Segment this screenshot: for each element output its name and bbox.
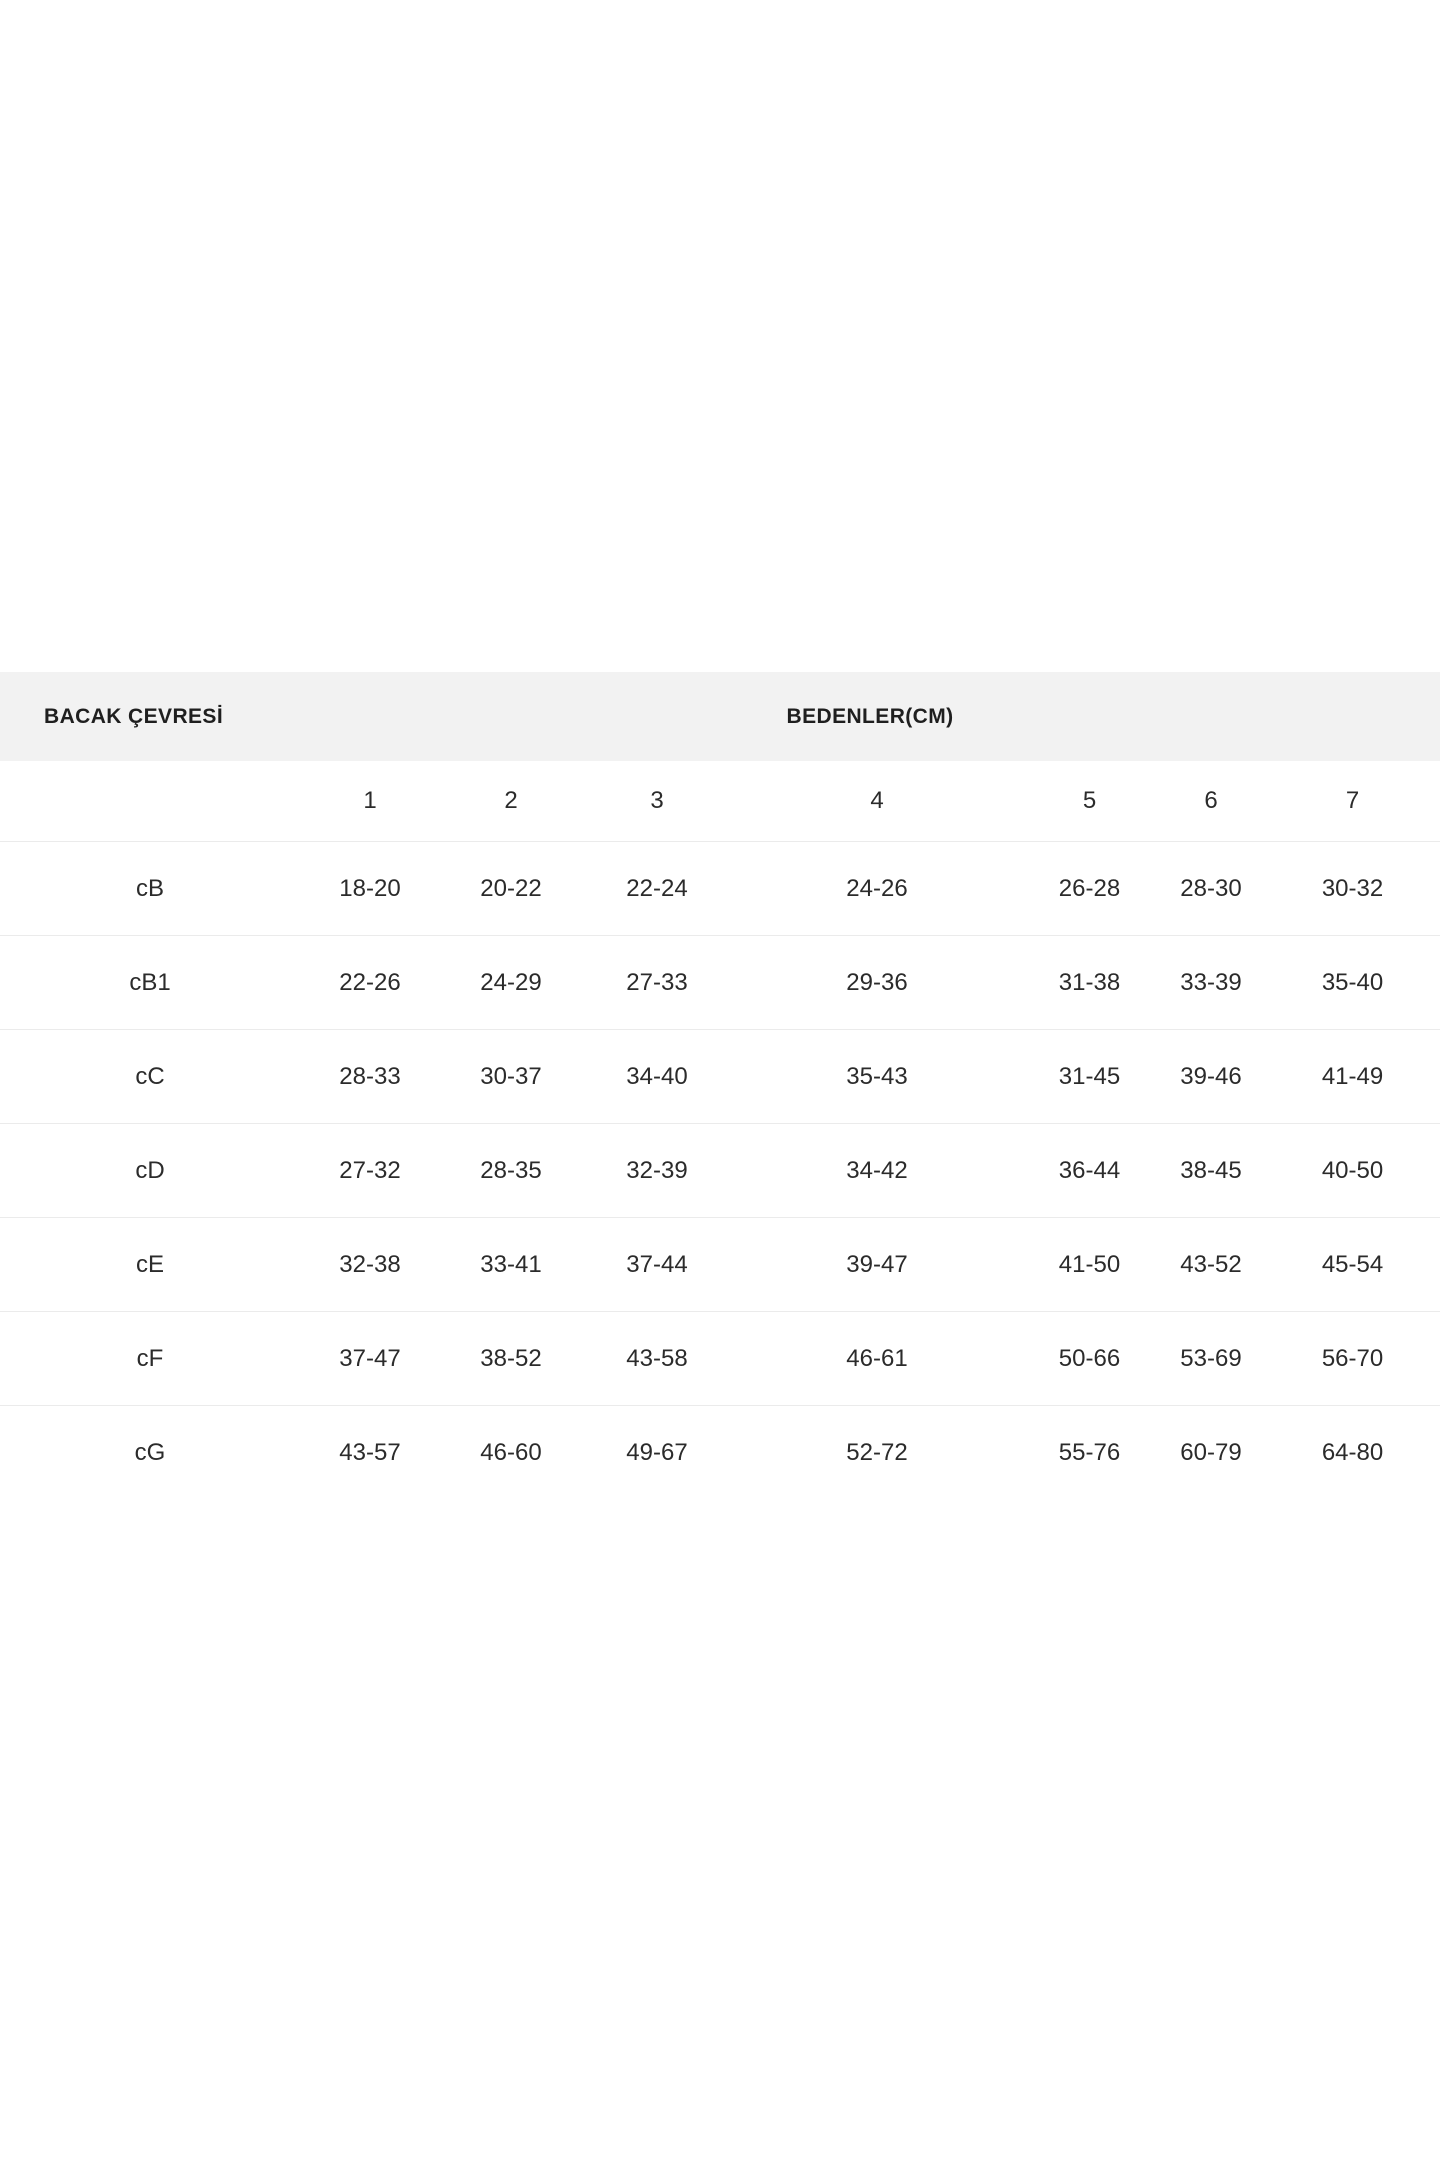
table-cell: 27-32 [300, 1123, 440, 1218]
table-cell: 43-57 [300, 1405, 440, 1499]
table-cell: 38-52 [440, 1311, 582, 1406]
size-column-header-6: 6 [1204, 787, 1218, 814]
table-cell: 60-79 [1157, 1405, 1265, 1499]
table-cell: 37-44 [582, 1217, 732, 1312]
table-cell: 40-50 [1265, 1123, 1440, 1218]
row-label: cD [0, 1123, 300, 1218]
table-cell: 31-38 [1022, 935, 1157, 1030]
size-column-header-2: 2 [504, 787, 518, 814]
table-cell: 38-45 [1157, 1123, 1265, 1218]
table-row: cB1 22-26 24-29 27-33 29-36 31-38 33-39 … [0, 935, 1440, 1030]
table-cell: 22-24 [582, 841, 732, 936]
row-label: cF [0, 1311, 300, 1406]
table-cell: 53-69 [1157, 1311, 1265, 1406]
table-row: cG 43-57 46-60 49-67 52-72 55-76 60-79 6… [0, 1405, 1440, 1499]
size-column-header-3: 3 [650, 787, 664, 814]
table-row: cE 32-38 33-41 37-44 39-47 41-50 43-52 4… [0, 1217, 1440, 1312]
table-cell: 26-28 [1022, 841, 1157, 936]
row-label: cB [0, 841, 300, 936]
table-cell: 24-29 [440, 935, 582, 1030]
table-cell: 56-70 [1265, 1311, 1440, 1406]
table-cell: 18-20 [300, 841, 440, 936]
size-chart-table: BACAK ÇEVRESİ BEDENLER(CM) 1 2 3 4 5 6 7… [0, 672, 1440, 1499]
table-cell: 22-26 [300, 935, 440, 1030]
row-label: cC [0, 1029, 300, 1124]
table-row: cB 18-20 20-22 22-24 24-26 26-28 28-30 3… [0, 841, 1440, 936]
table-cell: 49-67 [582, 1405, 732, 1499]
table-cell: 27-33 [582, 935, 732, 1030]
table-cell: 28-35 [440, 1123, 582, 1218]
table-cell: 35-40 [1265, 935, 1440, 1030]
row-label: cE [0, 1217, 300, 1312]
table-cell: 33-39 [1157, 935, 1265, 1030]
table-cell: 37-47 [300, 1311, 440, 1406]
table-cell: 43-58 [582, 1311, 732, 1406]
table-cell: 36-44 [1022, 1123, 1157, 1218]
table-cell: 39-47 [732, 1217, 1022, 1312]
table-cell: 50-66 [1022, 1311, 1157, 1406]
table-cell: 64-80 [1265, 1405, 1440, 1499]
table-cell: 35-43 [732, 1029, 1022, 1124]
table-cell: 24-26 [732, 841, 1022, 936]
size-column-header-5: 5 [1082, 787, 1097, 814]
group-header-row: BACAK ÇEVRESİ BEDENLER(CM) [0, 672, 1440, 761]
table-cell: 20-22 [440, 841, 582, 936]
table-cell: 32-39 [582, 1123, 732, 1218]
table-row: cD 27-32 28-35 32-39 34-42 36-44 38-45 4… [0, 1123, 1440, 1218]
table-head: BACAK ÇEVRESİ BEDENLER(CM) 1 2 3 4 5 6 7 [0, 672, 1440, 842]
table-cell: 43-52 [1157, 1217, 1265, 1312]
row-group-header-label: BACAK ÇEVRESİ [44, 705, 224, 728]
table-cell: 45-54 [1265, 1217, 1440, 1312]
table-cell: 30-37 [440, 1029, 582, 1124]
table-cell: 30-32 [1265, 841, 1440, 936]
table-cell: 29-36 [732, 935, 1022, 1030]
table-row: cC 28-33 30-37 34-40 35-43 31-45 39-46 4… [0, 1029, 1440, 1124]
table-cell: 32-38 [300, 1217, 440, 1312]
table-row: cF 37-47 38-52 43-58 46-61 50-66 53-69 5… [0, 1311, 1440, 1406]
table-cell: 46-60 [440, 1405, 582, 1499]
table-corner-cell [0, 761, 300, 842]
table-cell: 28-33 [300, 1029, 440, 1124]
row-label: cG [0, 1405, 300, 1499]
table-cell: 31-45 [1022, 1029, 1157, 1124]
table-cell: 39-46 [1157, 1029, 1265, 1124]
table-cell: 55-76 [1022, 1405, 1157, 1499]
size-number-header-row: 1 2 3 4 5 6 7 [0, 761, 1440, 842]
size-chart-container: BACAK ÇEVRESİ BEDENLER(CM) 1 2 3 4 5 6 7… [0, 672, 1440, 1499]
table-cell: 34-42 [732, 1123, 1022, 1218]
table-cell: 46-61 [732, 1311, 1022, 1406]
size-column-header-4: 4 [870, 787, 884, 814]
table-body: cB 18-20 20-22 22-24 24-26 26-28 28-30 3… [0, 841, 1440, 1499]
table-cell: 34-40 [582, 1029, 732, 1124]
table-cell: 41-49 [1265, 1029, 1440, 1124]
table-cell: 41-50 [1022, 1217, 1157, 1312]
size-group-header-label: BEDENLER(CM) [786, 705, 954, 728]
table-cell: 33-41 [440, 1217, 582, 1312]
row-label: cB1 [0, 935, 300, 1030]
size-column-header-1: 1 [363, 787, 377, 814]
table-cell: 28-30 [1157, 841, 1265, 936]
size-column-header-7: 7 [1345, 787, 1360, 814]
table-cell: 52-72 [732, 1405, 1022, 1499]
